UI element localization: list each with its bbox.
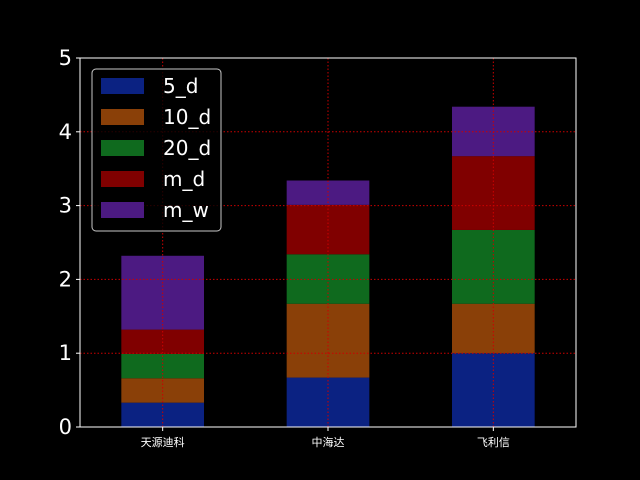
y-tick-label: 3 — [59, 194, 72, 218]
legend-label-5_d: 5_d — [163, 74, 198, 98]
bar-segment-10_d-1 — [286, 303, 370, 378]
bar-segment-20_d-2 — [452, 229, 535, 304]
y-tick-label: 0 — [59, 415, 72, 439]
legend-label-m_w: m_w — [163, 198, 209, 222]
legend: 5_d 10_d 20_d m_d m_w — [91, 68, 222, 232]
legend-label-20_d: 20_d — [163, 136, 211, 160]
y-tick-label: 4 — [59, 120, 72, 144]
y-axis-ticks: 0 1 2 3 4 5 — [59, 46, 80, 439]
y-tick-label: 1 — [59, 341, 72, 365]
bar-segment-m_d-2 — [452, 156, 535, 230]
legend-swatch-m_w — [101, 202, 144, 218]
x-tick-label: 天源迪科 — [141, 435, 185, 449]
x-tick-label: 中海达 — [312, 435, 345, 449]
x-axis-ticks: 天源迪科 中海达 飞利信 — [141, 427, 510, 449]
legend-swatch-10_d — [101, 109, 144, 125]
x-tick-label: 飞利信 — [477, 436, 510, 449]
legend-swatch-5_d — [101, 78, 144, 94]
y-tick-label: 2 — [59, 267, 72, 291]
y-tick-label: 5 — [59, 46, 72, 70]
legend-label-10_d: 10_d — [163, 105, 211, 129]
grid-layer — [80, 58, 576, 427]
legend-label-m_d: m_d — [163, 167, 205, 191]
legend-swatch-20_d — [101, 140, 144, 156]
legend-swatch-m_d — [101, 171, 144, 187]
bar-segment-5_d-2 — [452, 353, 535, 427]
